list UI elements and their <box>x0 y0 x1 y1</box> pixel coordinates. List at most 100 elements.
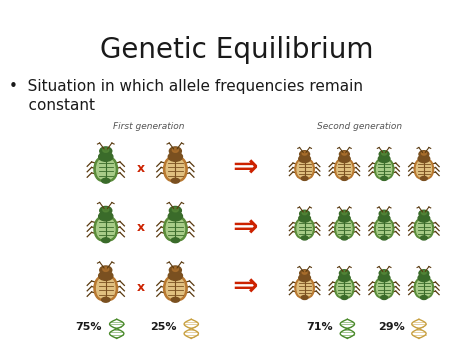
Ellipse shape <box>100 266 112 274</box>
Ellipse shape <box>418 214 430 222</box>
Ellipse shape <box>164 157 179 181</box>
Ellipse shape <box>338 214 350 222</box>
Text: ⇒: ⇒ <box>232 213 258 242</box>
Ellipse shape <box>169 206 182 215</box>
Ellipse shape <box>414 278 427 298</box>
Ellipse shape <box>101 238 110 243</box>
Ellipse shape <box>174 219 184 238</box>
Ellipse shape <box>300 210 310 217</box>
Ellipse shape <box>166 159 177 179</box>
Ellipse shape <box>302 211 307 215</box>
Ellipse shape <box>102 276 118 300</box>
Text: x: x <box>137 162 145 175</box>
Ellipse shape <box>342 271 347 274</box>
Ellipse shape <box>419 151 429 158</box>
Ellipse shape <box>104 219 115 238</box>
Text: x: x <box>137 281 145 294</box>
Ellipse shape <box>172 276 187 300</box>
Ellipse shape <box>297 280 306 296</box>
Ellipse shape <box>171 178 180 183</box>
Ellipse shape <box>379 270 389 277</box>
Text: •  Situation in which allele frequencies remain: • Situation in which allele frequencies … <box>9 79 364 94</box>
Ellipse shape <box>173 208 178 212</box>
Ellipse shape <box>303 280 312 296</box>
Ellipse shape <box>374 278 387 298</box>
Ellipse shape <box>418 274 430 282</box>
Ellipse shape <box>173 148 178 152</box>
Ellipse shape <box>341 278 354 298</box>
Ellipse shape <box>303 220 312 236</box>
Ellipse shape <box>423 280 431 296</box>
Text: Genetic Equilibrium: Genetic Equilibrium <box>100 36 374 64</box>
Ellipse shape <box>414 159 427 179</box>
Text: 29%: 29% <box>378 322 404 332</box>
Ellipse shape <box>382 211 387 215</box>
Ellipse shape <box>100 147 112 155</box>
Ellipse shape <box>416 161 425 177</box>
Ellipse shape <box>378 214 390 222</box>
Ellipse shape <box>416 220 425 236</box>
Ellipse shape <box>100 206 112 215</box>
Ellipse shape <box>339 270 349 277</box>
Text: ⇒: ⇒ <box>232 273 258 302</box>
Text: First generation: First generation <box>113 122 184 131</box>
Ellipse shape <box>341 219 354 238</box>
Ellipse shape <box>339 151 349 158</box>
Ellipse shape <box>172 157 187 181</box>
Ellipse shape <box>97 279 107 298</box>
Ellipse shape <box>418 155 430 163</box>
Ellipse shape <box>99 152 113 161</box>
Ellipse shape <box>374 219 387 238</box>
Ellipse shape <box>420 278 434 298</box>
Ellipse shape <box>423 161 431 177</box>
Text: 25%: 25% <box>150 322 177 332</box>
Ellipse shape <box>104 279 115 298</box>
Ellipse shape <box>168 271 182 280</box>
Ellipse shape <box>382 152 387 155</box>
Ellipse shape <box>103 208 109 212</box>
Ellipse shape <box>378 155 390 163</box>
Ellipse shape <box>103 148 109 152</box>
Ellipse shape <box>335 219 347 238</box>
Ellipse shape <box>342 152 347 155</box>
Ellipse shape <box>99 212 113 221</box>
Ellipse shape <box>169 266 182 274</box>
Ellipse shape <box>420 296 427 300</box>
Ellipse shape <box>421 211 427 215</box>
Ellipse shape <box>300 151 310 158</box>
Ellipse shape <box>341 236 348 240</box>
Ellipse shape <box>421 152 427 155</box>
Ellipse shape <box>104 159 115 179</box>
Ellipse shape <box>338 155 350 163</box>
Ellipse shape <box>381 236 388 240</box>
Ellipse shape <box>377 161 385 177</box>
Ellipse shape <box>341 176 348 180</box>
Ellipse shape <box>420 219 434 238</box>
Ellipse shape <box>381 278 394 298</box>
Ellipse shape <box>381 219 394 238</box>
Ellipse shape <box>297 161 306 177</box>
Ellipse shape <box>343 161 352 177</box>
Ellipse shape <box>416 280 425 296</box>
Ellipse shape <box>299 214 310 222</box>
Ellipse shape <box>423 220 431 236</box>
Text: 75%: 75% <box>76 322 102 332</box>
Ellipse shape <box>378 274 390 282</box>
Ellipse shape <box>300 270 310 277</box>
Ellipse shape <box>379 210 389 217</box>
Ellipse shape <box>103 267 109 272</box>
Ellipse shape <box>166 219 177 238</box>
Ellipse shape <box>341 159 354 179</box>
Ellipse shape <box>337 280 346 296</box>
Ellipse shape <box>420 159 434 179</box>
Ellipse shape <box>419 270 429 277</box>
Text: x: x <box>137 221 145 234</box>
Ellipse shape <box>297 220 306 236</box>
Ellipse shape <box>171 238 180 243</box>
Ellipse shape <box>335 159 347 179</box>
Ellipse shape <box>382 271 387 274</box>
Ellipse shape <box>171 297 180 302</box>
Ellipse shape <box>295 159 308 179</box>
Ellipse shape <box>337 161 346 177</box>
Ellipse shape <box>301 278 314 298</box>
